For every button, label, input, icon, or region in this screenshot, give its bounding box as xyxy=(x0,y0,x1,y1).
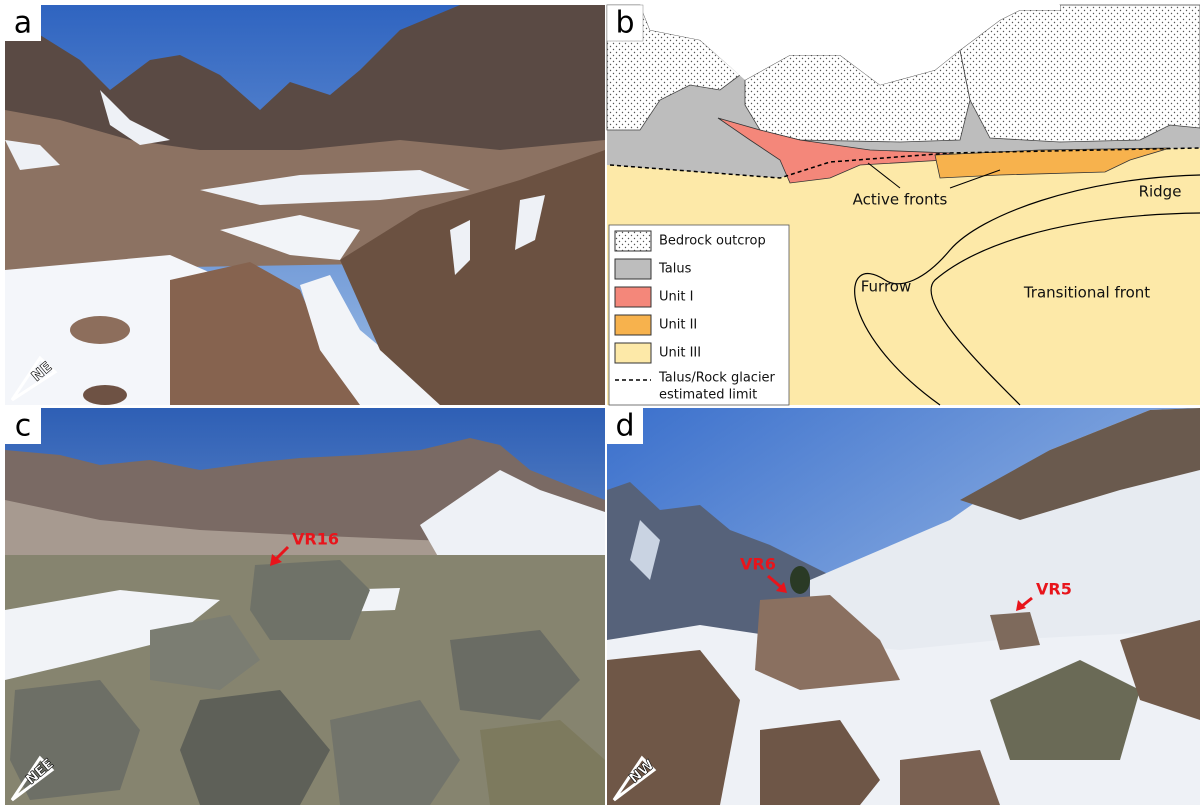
shape xyxy=(5,140,60,170)
shape xyxy=(934,147,1171,179)
letter-box xyxy=(607,408,643,444)
rect xyxy=(614,258,652,280)
compass-arrow xyxy=(10,355,58,402)
letter-box xyxy=(5,5,41,41)
legend-entry: estimated limit xyxy=(659,388,757,403)
shape xyxy=(220,215,360,260)
letter-box xyxy=(5,408,41,444)
photo-a xyxy=(5,5,605,405)
sample-arrow-head xyxy=(270,554,282,566)
panel-letter: b xyxy=(615,6,634,41)
shape xyxy=(70,316,130,344)
sample-arrow xyxy=(767,574,783,590)
shape xyxy=(420,470,605,560)
shape xyxy=(930,212,1200,406)
polyline xyxy=(609,147,1200,179)
diagram-label: Transitional front xyxy=(1023,284,1150,302)
shape xyxy=(990,660,1140,760)
shape xyxy=(959,4,1200,143)
shape xyxy=(790,566,810,594)
compass-arrow xyxy=(10,755,55,802)
shape xyxy=(200,170,470,205)
shape xyxy=(760,720,880,805)
diagram-label: Ridge xyxy=(1139,183,1182,201)
shape xyxy=(630,520,660,580)
shape xyxy=(150,615,260,690)
compass-arrow xyxy=(612,755,657,802)
shape xyxy=(515,195,545,250)
shape xyxy=(884,174,1200,285)
photo-d xyxy=(607,408,1200,805)
panel-letter: d xyxy=(615,409,634,444)
shape xyxy=(480,720,605,805)
rect xyxy=(614,342,652,364)
shape xyxy=(1120,620,1200,720)
shape xyxy=(607,650,740,805)
panel-letter: a xyxy=(14,6,32,41)
shape xyxy=(755,595,900,690)
line xyxy=(949,169,1001,189)
shape xyxy=(990,612,1040,650)
shape xyxy=(450,220,470,275)
legend-entry: Unit II xyxy=(659,318,697,333)
legend-entry: Talus/Rock glacier xyxy=(658,371,776,386)
legend-entry: Unit I xyxy=(659,290,693,305)
shape xyxy=(180,690,330,805)
shape xyxy=(717,117,951,184)
shape xyxy=(10,680,140,800)
sample-label: VR6 xyxy=(740,555,776,574)
sample-label: VR5 xyxy=(1036,580,1072,599)
rect xyxy=(614,286,652,308)
shape xyxy=(854,273,941,406)
legend-entry: Bedrock outcrop xyxy=(659,234,766,249)
shape xyxy=(450,630,580,720)
legend-entry: Unit III xyxy=(659,346,701,361)
shape xyxy=(900,750,1000,805)
sample-arrow xyxy=(1021,596,1033,608)
shape xyxy=(83,385,127,405)
legend xyxy=(608,224,790,406)
letter-box xyxy=(606,4,644,42)
shape xyxy=(100,90,170,145)
rect xyxy=(614,314,652,336)
shape xyxy=(330,700,460,805)
panel-letter: c xyxy=(15,409,32,444)
sample-arrow-head xyxy=(776,582,787,593)
shape xyxy=(170,262,370,405)
shape xyxy=(640,5,1060,85)
shape xyxy=(5,590,220,680)
diagram-label: Furrow xyxy=(861,278,912,296)
shape xyxy=(250,560,370,640)
diagram-label: Active fronts xyxy=(853,191,948,209)
rect xyxy=(614,230,652,252)
legend-entry: Talus xyxy=(658,262,692,277)
sample-label: VR16 xyxy=(292,530,339,549)
shape xyxy=(300,275,480,405)
photo-c xyxy=(5,408,605,805)
line xyxy=(867,162,901,189)
shape xyxy=(960,408,1200,520)
sample-arrow-head xyxy=(1016,600,1026,611)
